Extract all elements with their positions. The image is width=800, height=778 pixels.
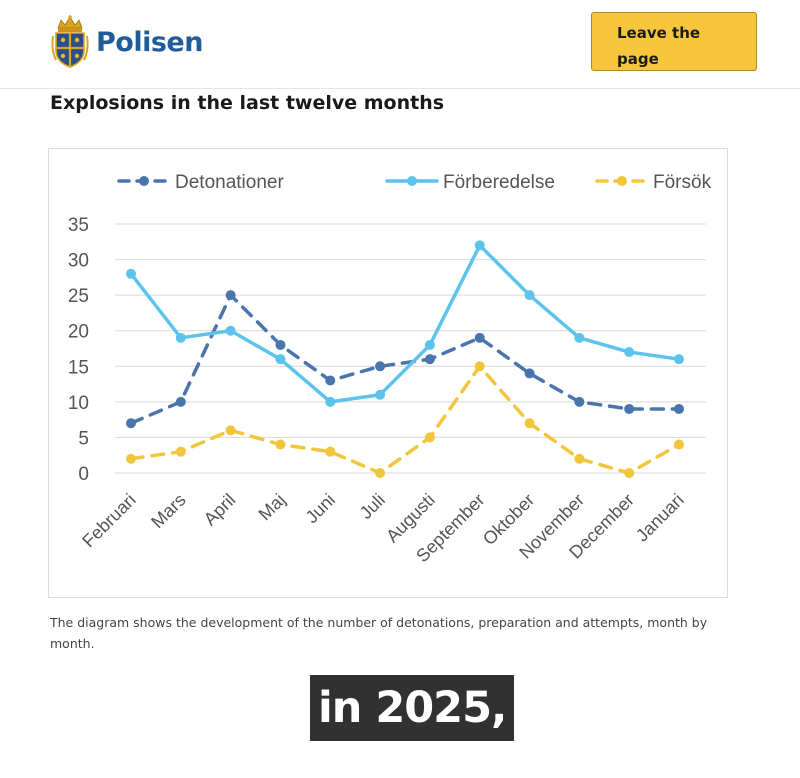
data-point: [674, 403, 684, 414]
y-tick-label: 25: [68, 286, 89, 307]
legend-marker: [407, 176, 417, 186]
data-point: [275, 439, 286, 450]
y-tick-label: 0: [78, 464, 89, 485]
data-point: [624, 468, 635, 478]
data-point: [175, 396, 186, 407]
legend-marker: [139, 176, 149, 186]
chart-caption: The diagram shows the development of the…: [50, 615, 708, 651]
x-tick-label: Februari: [78, 490, 140, 552]
brand-name: Polisen: [96, 26, 203, 58]
data-point: [574, 332, 585, 343]
data-point: [126, 268, 136, 279]
data-point: [624, 403, 635, 414]
police-crest-icon: [51, 15, 89, 68]
data-point: [225, 325, 236, 336]
chart-legend: Detonationer Förberedelse Försök: [117, 172, 712, 193]
data-point: [674, 354, 684, 365]
data-point: [126, 418, 136, 429]
video-subtitle: in 2025,: [310, 675, 515, 741]
x-tick-label: April: [200, 490, 240, 530]
y-tick-label: 10: [68, 393, 89, 414]
data-point: [524, 368, 535, 379]
data-point: [375, 361, 386, 372]
data-point: [674, 439, 684, 450]
data-point: [375, 389, 386, 400]
data-point: [474, 240, 485, 251]
x-tick-label: Mars: [147, 490, 189, 532]
data-point: [325, 375, 336, 386]
data-point: [275, 354, 286, 365]
series-line-1: [129, 243, 681, 404]
data-point: [424, 339, 435, 350]
legend-marker: [617, 176, 627, 186]
data-point: [175, 446, 186, 457]
data-point: [424, 432, 435, 443]
y-tick-label: 5: [78, 428, 89, 449]
x-axis: Februari Mars April Maj Juni JuliAugustiSepte…: [78, 490, 688, 566]
leave-button-line2: page: [617, 50, 659, 68]
data-point: [424, 354, 435, 365]
x-tick-label: Juni: [302, 490, 339, 527]
chart-series: [126, 240, 684, 478]
y-tick-label: 35: [68, 215, 89, 236]
series-line-2: [129, 364, 681, 475]
x-tick-label: Maj: [255, 490, 290, 525]
data-point: [524, 418, 535, 429]
y-tick-label: 30: [68, 251, 89, 272]
data-point: [474, 361, 485, 372]
legend-label: Detonationer: [175, 172, 284, 193]
x-tick-label: Januari: [632, 490, 688, 546]
leave-button-line1: Leave the: [617, 24, 701, 42]
chart-container: Detonationer Förberedelse Försök 0 5 10 15 20 2…: [48, 148, 728, 598]
data-point: [375, 468, 386, 478]
data-point: [225, 290, 236, 301]
data-point: [574, 396, 585, 407]
legend-label: Försök: [653, 172, 712, 193]
site-header: Polisen Leave the page: [0, 0, 800, 89]
y-axis: 0 5 10 15 20 25 30 35: [68, 215, 89, 485]
data-point: [126, 453, 136, 464]
page-title: Explosions in the last twelve months: [50, 92, 445, 114]
site-logo[interactable]: Polisen: [50, 14, 203, 70]
line-chart: Detonationer Förberedelse Försök 0 5 10 15 20 2…: [68, 172, 712, 566]
data-point: [574, 453, 585, 464]
data-point: [325, 396, 336, 407]
leave-page-button[interactable]: Leave the page: [591, 12, 757, 71]
data-point: [624, 347, 635, 358]
y-tick-label: 15: [68, 357, 89, 378]
x-tick-label: Juli: [356, 490, 389, 523]
y-tick-label: 20: [68, 322, 89, 343]
data-point: [474, 332, 485, 343]
data-point: [325, 446, 336, 457]
data-point: [524, 290, 535, 301]
series-line-0: [129, 293, 681, 425]
data-point: [275, 339, 286, 350]
data-point: [225, 425, 236, 436]
data-point: [175, 332, 186, 343]
legend-label: Förberedelse: [443, 172, 555, 193]
